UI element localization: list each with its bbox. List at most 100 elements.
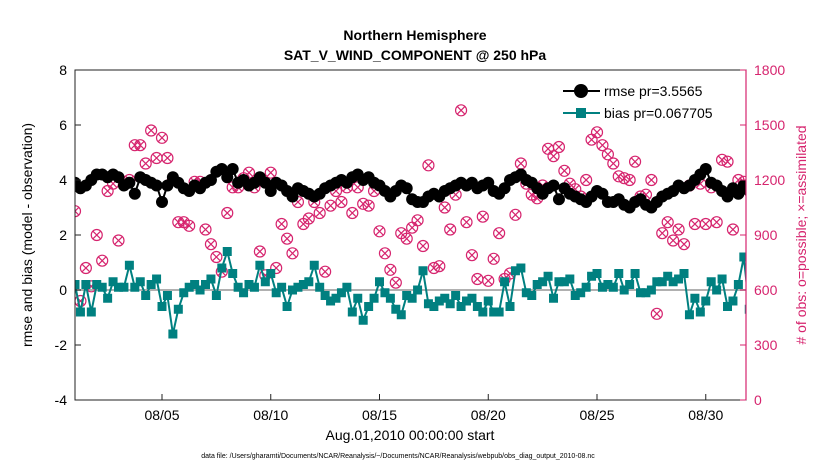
bias-point [75,280,80,289]
obs-assimilated-point [811,230,818,237]
obs-assimilated-point [103,186,112,196]
bias-point [266,269,276,278]
bias-point [195,285,205,295]
bias-point [331,293,341,303]
obs-assimilated-point [435,262,444,271]
obs-possible-point [590,126,604,139]
obs-assimilated-point [255,247,264,256]
obs-possible-point [596,139,609,152]
obs-assimilated-point [136,141,145,150]
rmse-point [123,176,136,189]
obs-possible-point [389,276,402,289]
obs-assimilated-point [326,201,335,210]
obs-assimilated-point [620,174,629,183]
bias-point [75,307,85,317]
bias-point [565,274,575,284]
obs-assimilated-point [554,142,563,152]
y-right-tick-label: 300 [754,337,778,353]
obs-possible-point [302,212,315,225]
obs-possible-point [601,148,614,161]
x-tick-label: 08/25 [579,407,614,423]
obs-assimilated-point [663,218,672,227]
obs-assimilated-point [92,230,101,240]
obs-possible-point [776,220,787,231]
obs-possible-point [75,205,82,218]
obs-assimilated-point [669,236,678,245]
obs-assimilated-point [440,203,449,212]
bias-point [179,288,189,298]
obs-possible-point [645,173,658,187]
obs-possible-point [482,274,495,287]
bias-point [114,282,124,292]
obs-assimilated-point [549,152,558,161]
y-right-tick-label: 1500 [754,117,785,133]
bias-point [467,293,477,303]
obs-assimilated-point [712,218,721,227]
bias-point [810,269,819,278]
obs-possible-point [667,234,680,247]
bias-point [733,280,743,289]
obs-possible-point [460,216,473,229]
obs-possible-point [771,244,782,255]
obs-possible-point [139,157,152,170]
bias-point [413,285,423,295]
obs-assimilated-point [728,225,737,234]
bias-point [434,296,444,306]
bias-point [320,291,330,300]
obs-assimilated-point [462,218,471,227]
obs-possible-point [444,223,457,236]
bias-point [756,250,765,259]
x-tick-label: 08/20 [471,407,506,423]
obs-possible-point [726,223,740,236]
obs-assimilated-point [625,175,634,185]
obs-assimilated-point [185,221,194,230]
obs-possible-point [476,210,489,223]
obs-possible-point [319,265,332,278]
bias-point [260,277,270,287]
obs-possible-point [438,201,451,214]
bias-point [375,277,385,287]
bias-point [255,260,265,270]
y-left-tick-label: 6 [59,117,67,133]
bias-point [190,280,200,289]
obs-assimilated-point [647,175,656,185]
obs-assimilated-point [413,216,422,225]
rmse-point [156,196,169,208]
bias-point [674,274,684,284]
bias-point [521,288,531,298]
obs-assimilated-point [288,249,297,258]
bias-point [429,302,439,311]
obs-possible-point [357,197,370,210]
obs-assimilated-point [457,106,466,115]
bias-point [217,263,227,273]
bias-point [201,280,211,289]
bias-point [494,307,504,317]
obs-possible-point [335,195,348,209]
x-tick-label: 08/10 [253,407,288,423]
y-left-tick-label: -2 [55,337,68,353]
obs-assimilated-point [391,278,400,287]
x-tick-label: 08/15 [362,407,397,423]
bias-point [510,266,520,276]
bias-point [777,280,786,289]
bias-point [173,304,183,314]
obs-possible-point [509,208,522,221]
rmse-point [754,193,766,205]
obs-possible-point [270,261,283,275]
obs-possible-point [411,214,424,227]
bias-point [342,282,352,292]
bias-point [298,280,308,289]
obs-assimilated-point [592,128,602,137]
obs-possible-point [721,155,734,168]
obs-possible-point [210,250,223,264]
obs-possible-point [96,254,109,267]
rmse-point [776,188,788,200]
bias-point [92,280,102,289]
obs-assimilated-point [408,223,417,232]
obs-assimilated-point [446,225,455,234]
obs-assimilated-point [201,225,210,234]
bias-point [570,291,580,300]
obs-assimilated-point [631,157,640,166]
bias-point [288,285,298,295]
bias-point [690,293,700,303]
